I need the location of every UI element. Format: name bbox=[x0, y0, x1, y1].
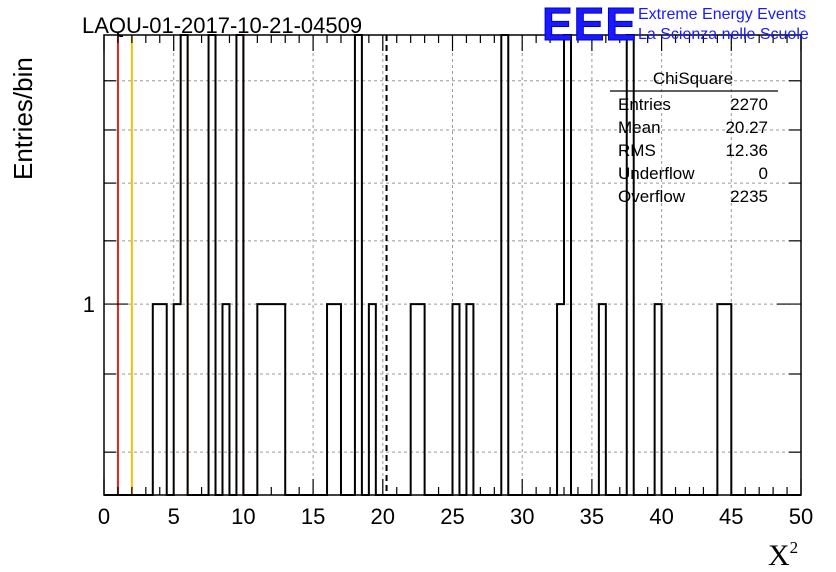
stats-value: 20.27 bbox=[725, 118, 768, 137]
x-tick-label: 15 bbox=[301, 504, 325, 529]
logo-line-2: La Scienza nelle Scuole bbox=[638, 26, 809, 43]
x-tick-label: 50 bbox=[789, 504, 813, 529]
stats-title: ChiSquare bbox=[653, 69, 733, 88]
x-axis-label-superscript: 2 bbox=[790, 538, 799, 557]
stats-value: 2235 bbox=[730, 187, 768, 206]
x-tick-label: 5 bbox=[168, 504, 180, 529]
x-tick-label: 25 bbox=[440, 504, 464, 529]
axis-ticks bbox=[103, 35, 802, 495]
stats-label: Entries bbox=[618, 95, 671, 114]
x-tick-label: 35 bbox=[580, 504, 604, 529]
chart-title: LAQU-01-2017-10-21-04509 bbox=[82, 13, 362, 38]
x-tick-label: 30 bbox=[510, 504, 534, 529]
y-tick-labels: 1 bbox=[83, 292, 95, 317]
x-tick-label: 20 bbox=[371, 504, 395, 529]
stats-label: Underflow bbox=[618, 164, 695, 183]
stats-value: 2270 bbox=[730, 95, 768, 114]
x-axis-label: X2 bbox=[768, 538, 798, 572]
x-tick-label: 45 bbox=[719, 504, 743, 529]
y-tick-label: 1 bbox=[83, 292, 95, 317]
x-tick-label: 0 bbox=[98, 504, 110, 529]
y-axis-label: Entries/bin bbox=[8, 57, 38, 180]
stats-box: ChiSquare Entries 2270 Mean 20.27 RMS 12.36 Un… bbox=[610, 69, 778, 206]
x-tick-labels: 0 5 10 15 20 25 30 35 40 45 50 bbox=[98, 504, 813, 529]
stats-label: Overflow bbox=[618, 187, 686, 206]
logo-line-1: Extreme Energy Events bbox=[638, 6, 806, 23]
stats-label: RMS bbox=[618, 141, 656, 160]
x-axis-label-main: X bbox=[768, 539, 790, 572]
stats-label: Mean bbox=[618, 118, 661, 137]
x-tick-label: 10 bbox=[231, 504, 255, 529]
stats-value: 0 bbox=[759, 164, 768, 183]
stats-rows: Entries 2270 Mean 20.27 RMS 12.36 Underflow 0 Ov… bbox=[618, 95, 768, 206]
x-tick-label: 40 bbox=[649, 504, 673, 529]
eee-logo: EEE bbox=[542, 0, 637, 50]
stats-value: 12.36 bbox=[725, 141, 768, 160]
